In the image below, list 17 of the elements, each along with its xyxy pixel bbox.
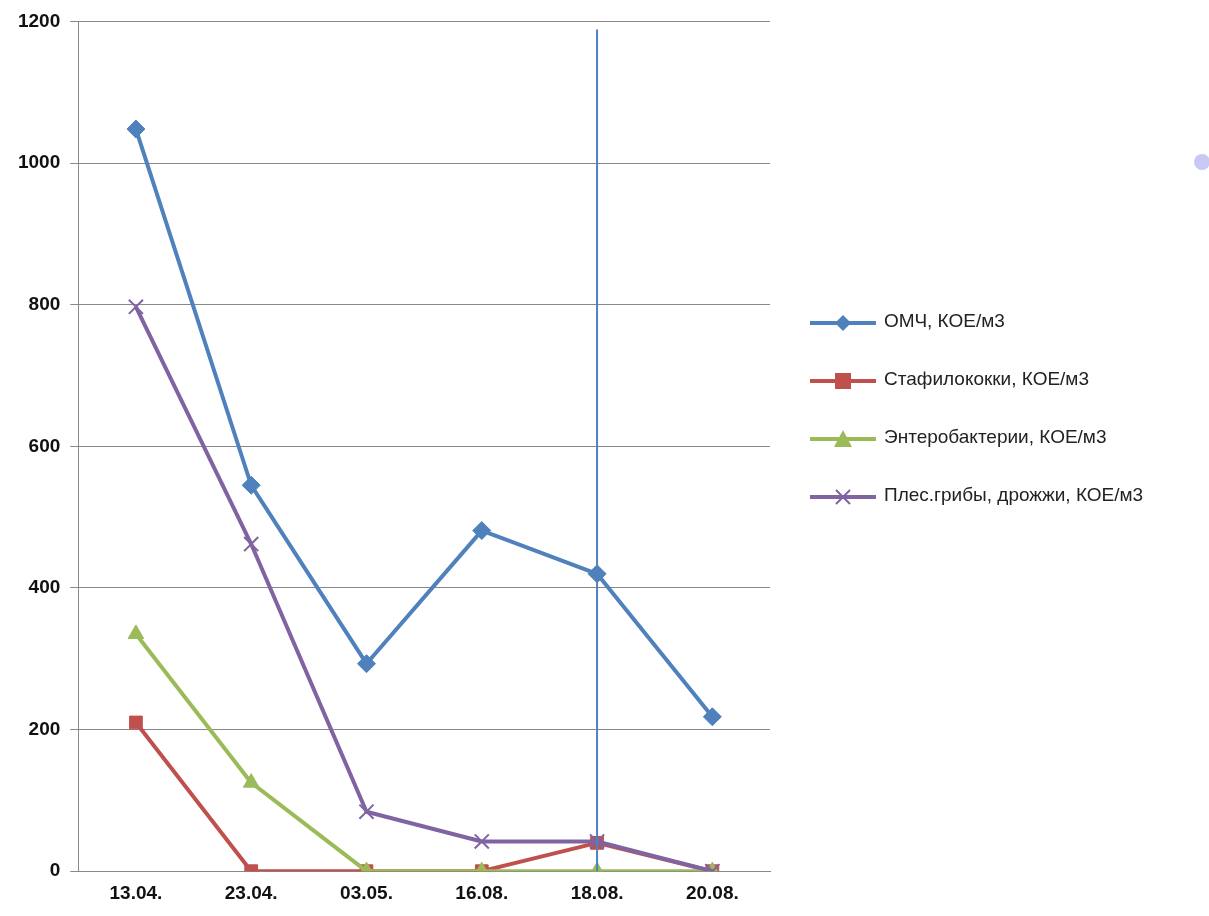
x-tick-label: 13.04.	[109, 881, 163, 903]
y-tick-label: 800	[28, 292, 61, 314]
x-tick-label: 16.08.	[455, 881, 509, 903]
y-tick-label: 1200	[17, 9, 61, 31]
y-tick-label: 0	[49, 859, 61, 881]
y-tick-label: 200	[28, 717, 61, 739]
x-tick-label: 18.08.	[570, 881, 624, 903]
x-tick-label: 20.08.	[685, 881, 739, 903]
y-tick-label: 400	[28, 576, 61, 598]
legend-label: ОМЧ, КОЕ/м3	[884, 310, 1005, 332]
y-tick-label: 600	[28, 434, 61, 456]
legend-label: Плес.грибы, дрожжи, КОЕ/м3	[884, 484, 1144, 506]
x-tick-label: 03.05.	[340, 881, 393, 903]
legend-label: Энтеробактерии, КОЕ/м3	[884, 426, 1107, 448]
x-tick-label: 23.04.	[224, 881, 278, 903]
y-tick-label: 1000	[17, 151, 61, 173]
legend-label: Стафилококки, КОЕ/м3	[884, 368, 1089, 390]
